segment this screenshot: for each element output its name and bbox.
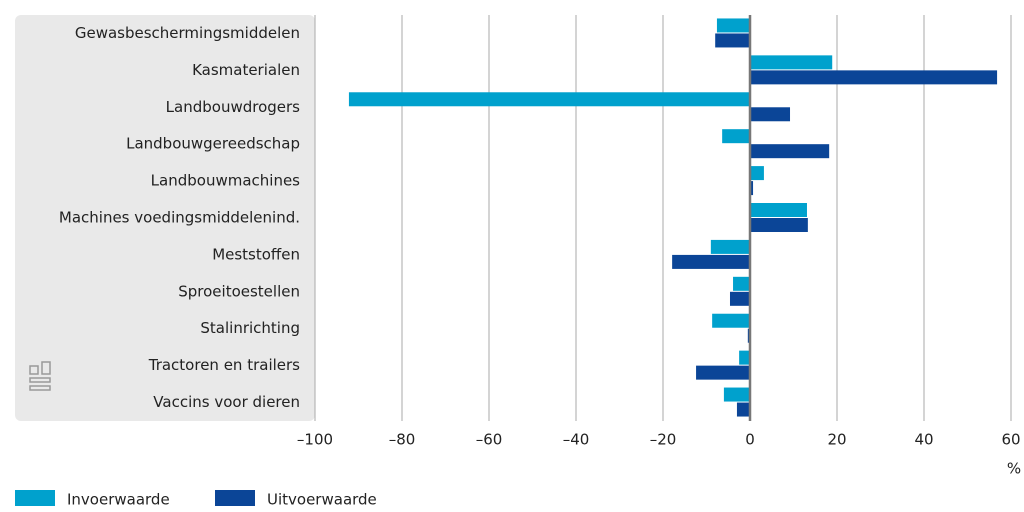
bar (723, 387, 750, 402)
x-tick-label: –40 (563, 431, 590, 449)
category-label: Stalinrichting (200, 319, 300, 337)
legend-label: Uitvoerwaarde (267, 491, 377, 509)
x-tick-label: 60 (1001, 431, 1020, 449)
bar (715, 33, 750, 48)
category-label: Meststoffen (212, 245, 300, 263)
category-label: Kasmaterialen (192, 61, 300, 79)
bar (710, 239, 750, 254)
x-axis-label: % (1007, 460, 1021, 478)
x-tick-label: –80 (389, 431, 416, 449)
x-tick-label: –20 (650, 431, 677, 449)
bar (750, 166, 764, 181)
x-tick-label: 0 (745, 431, 755, 449)
x-tick-label: –100 (297, 431, 333, 449)
category-label: Landbouwmachines (151, 172, 301, 190)
bar (729, 291, 750, 306)
x-tick-label: 40 (914, 431, 933, 449)
category-label: Vaccins voor dieren (153, 393, 300, 411)
bar (739, 350, 750, 365)
bar (716, 18, 750, 33)
bar (348, 92, 750, 107)
category-label: Gewasbeschermingsmiddelen (75, 24, 300, 42)
bar (750, 55, 833, 70)
bar (712, 313, 750, 328)
category-label: Tractoren en trailers (148, 356, 300, 374)
category-label: Sproeitoestellen (178, 282, 300, 300)
category-label: Landbouwdrogers (166, 98, 301, 116)
bar (696, 365, 750, 380)
bar (750, 144, 830, 159)
cbs-logo (29, 361, 51, 391)
bar (750, 70, 998, 85)
bar (672, 254, 750, 269)
bar (750, 107, 791, 122)
legend-label: Invoerwaarde (67, 491, 170, 509)
bar (750, 218, 808, 232)
legend-swatch (215, 490, 255, 506)
x-tick-label: –60 (476, 431, 503, 449)
x-tick-label: 20 (827, 431, 846, 449)
bar (750, 181, 754, 196)
category-label: Machines voedingsmiddelenind. (59, 209, 300, 227)
bar (750, 203, 807, 217)
legend-swatch (15, 490, 55, 506)
bar (722, 129, 750, 144)
bar (736, 402, 750, 417)
category-label: Landbouwgereedschap (126, 135, 300, 153)
category-panel (15, 15, 315, 421)
bar (733, 276, 750, 291)
